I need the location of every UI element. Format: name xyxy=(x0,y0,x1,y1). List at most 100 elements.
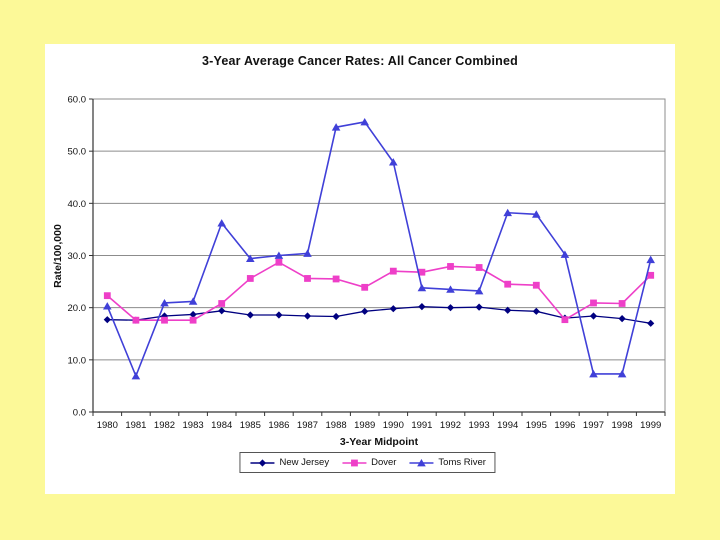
x-tick-label: 1983 xyxy=(183,420,204,431)
x-tick-label: 1999 xyxy=(640,420,661,431)
data-point-marker xyxy=(161,316,168,324)
x-tick-label: 1985 xyxy=(240,420,261,431)
x-tick-label: 1997 xyxy=(583,420,604,431)
data-point-marker xyxy=(361,307,369,315)
data-point-marker xyxy=(217,219,226,227)
data-point-marker xyxy=(189,310,197,319)
legend-label-new-jersey: New Jersey xyxy=(279,457,330,468)
y-tick-label: 50.0 xyxy=(68,147,87,158)
data-point-marker xyxy=(389,267,397,275)
data-point-marker xyxy=(389,305,397,313)
data-point-marker xyxy=(475,264,483,271)
data-point-marker xyxy=(103,316,111,324)
data-point-marker xyxy=(417,458,426,466)
data-point-marker xyxy=(618,315,626,323)
data-point-marker xyxy=(103,302,112,310)
data-point-marker xyxy=(647,271,655,279)
data-point-marker xyxy=(275,311,283,319)
legend-label-toms-river: Toms River xyxy=(438,457,486,468)
data-point-marker xyxy=(532,281,540,289)
data-point-marker xyxy=(504,280,512,288)
data-point-marker xyxy=(532,307,540,315)
data-point-marker xyxy=(503,208,512,217)
data-point-marker xyxy=(131,372,141,380)
x-tick-label: 1989 xyxy=(354,420,375,431)
series-line-new-jersey xyxy=(107,305,651,324)
x-tick-label: 1994 xyxy=(497,420,518,431)
data-point-marker xyxy=(218,307,226,315)
data-point-marker xyxy=(647,319,655,327)
x-tick-label: 1993 xyxy=(469,420,490,431)
new-jersey-line-marker-icon xyxy=(250,458,275,467)
data-point-marker xyxy=(160,312,169,320)
data-point-marker xyxy=(246,275,254,282)
x-tick-label: 1988 xyxy=(326,420,347,431)
legend-item-toms-river: Toms River xyxy=(408,457,486,468)
x-tick-label: 1992 xyxy=(440,420,461,431)
data-point-marker xyxy=(617,369,627,378)
data-point-marker xyxy=(360,117,369,126)
data-point-marker xyxy=(332,312,340,321)
data-point-marker xyxy=(589,312,598,320)
data-point-marker xyxy=(474,286,484,295)
data-point-marker xyxy=(188,297,198,305)
data-point-marker xyxy=(350,459,358,466)
y-tick-label: 10.0 xyxy=(68,355,87,366)
data-point-marker xyxy=(132,316,140,324)
data-point-marker xyxy=(446,285,455,293)
y-tick-label: 0.0 xyxy=(73,408,86,419)
data-point-marker xyxy=(561,316,569,324)
chart-legend: New Jersey Dover Toms River xyxy=(239,452,496,473)
x-tick-label: 1986 xyxy=(268,420,289,431)
data-point-marker xyxy=(475,303,483,311)
y-tick-label: 60.0 xyxy=(68,95,87,106)
data-point-marker xyxy=(332,275,340,283)
data-point-marker xyxy=(590,299,597,307)
series-line-dover xyxy=(106,261,652,321)
data-point-marker xyxy=(246,311,254,319)
y-tick-label: 30.0 xyxy=(68,251,87,262)
data-point-marker xyxy=(446,304,455,312)
data-point-marker xyxy=(275,258,283,266)
data-point-marker xyxy=(304,275,311,282)
x-tick-label: 1980 xyxy=(97,420,118,431)
y-tick-label: 20.0 xyxy=(68,303,87,314)
chart-plot-area: 0.0 10.0 20.0 30.0 40.0 50.0 60.0 1980 1981 1982 1… xyxy=(68,95,666,431)
data-point-marker xyxy=(418,303,426,311)
data-point-marker xyxy=(504,306,512,314)
chart-title: 3-Year Average Cancer Rates: All Cancer … xyxy=(202,54,518,68)
data-point-marker xyxy=(258,458,267,467)
x-tick-label: 1990 xyxy=(383,420,404,431)
legend-item-dover: Dover xyxy=(341,457,396,468)
data-point-marker xyxy=(103,292,111,300)
y-tick-label: 40.0 xyxy=(68,199,87,210)
x-tick-label: 1995 xyxy=(526,420,547,431)
x-tick-label: 1984 xyxy=(211,420,232,431)
data-point-marker xyxy=(418,268,426,276)
x-tick-label: 1996 xyxy=(554,420,575,431)
data-point-marker xyxy=(560,250,570,258)
data-point-marker xyxy=(189,316,197,324)
data-point-marker xyxy=(646,255,655,264)
data-point-marker xyxy=(447,263,454,270)
x-tick-label: 1981 xyxy=(125,420,146,431)
data-point-marker xyxy=(160,298,169,307)
data-point-marker xyxy=(618,300,626,307)
data-point-marker xyxy=(274,251,284,259)
data-point-marker xyxy=(303,249,312,257)
x-tick-label: 1998 xyxy=(612,420,633,431)
data-point-marker xyxy=(331,123,341,131)
data-point-marker xyxy=(303,312,312,320)
data-point-marker xyxy=(417,283,427,292)
x-axis-title: 3-Year Midpoint xyxy=(339,436,419,448)
x-tick-label: 1987 xyxy=(297,420,318,431)
data-point-marker xyxy=(532,210,541,218)
legend-label-dover: Dover xyxy=(371,457,397,468)
dover-line-marker-icon xyxy=(342,459,367,466)
x-tick-label: 1982 xyxy=(154,420,175,431)
x-tick-label: 1991 xyxy=(411,420,432,431)
data-point-marker xyxy=(218,300,226,307)
toms-river-line-marker-icon xyxy=(409,458,434,466)
series-line-toms-river xyxy=(106,121,652,377)
data-point-marker xyxy=(361,283,369,291)
